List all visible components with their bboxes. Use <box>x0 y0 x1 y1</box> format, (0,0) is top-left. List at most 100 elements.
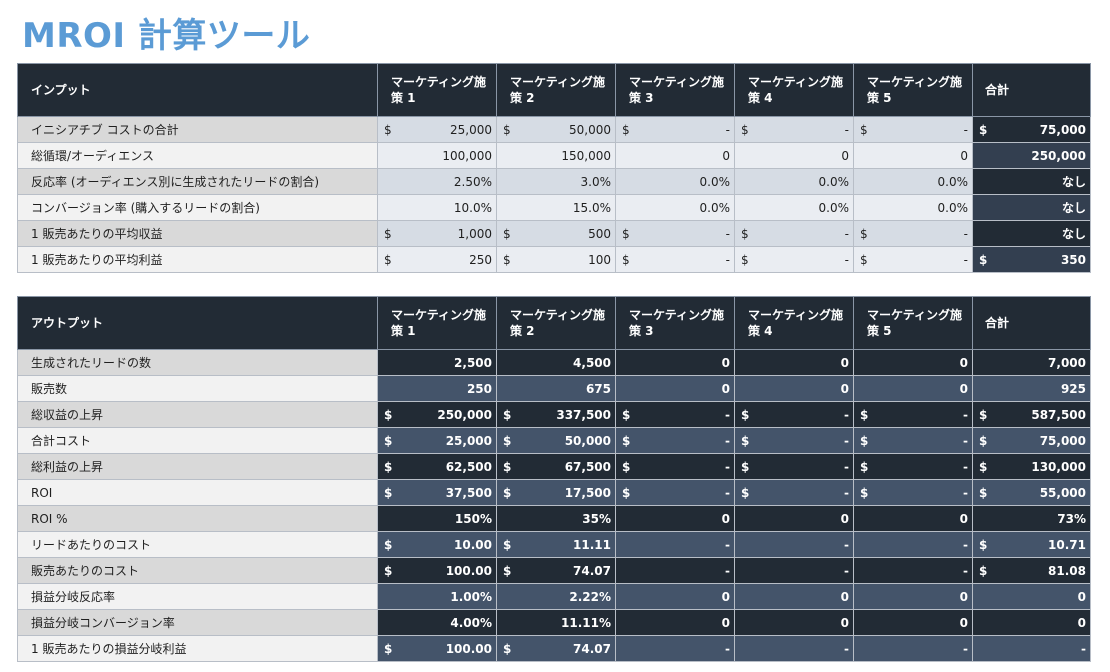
output-value-cell[interactable]: 675 <box>496 375 616 402</box>
output-value-cell[interactable]: - <box>853 557 973 584</box>
output-value-cell[interactable]: 0 <box>615 583 735 610</box>
input-value-cell[interactable]: 0 <box>734 142 854 169</box>
output-value-cell[interactable]: $ - <box>734 401 854 428</box>
output-row-label[interactable]: 総利益の上昇 <box>17 453 378 480</box>
output-value-cell[interactable]: - <box>734 531 854 558</box>
output-value-cell[interactable]: 4,500 <box>496 349 616 376</box>
output-value-cell[interactable]: 35% <box>496 505 616 532</box>
output-value-cell[interactable]: 0 <box>615 349 735 376</box>
input-row-label[interactable]: コンバージョン率 (購入するリードの割合) <box>17 194 378 221</box>
output-value-cell[interactable]: 0 <box>853 505 973 532</box>
output-value-cell[interactable]: $25,000 <box>377 427 497 454</box>
input-value-cell[interactable]: $ - <box>615 220 735 247</box>
input-value-cell[interactable]: 0.0% <box>615 194 735 221</box>
output-value-cell[interactable]: - <box>615 557 735 584</box>
output-value-cell[interactable]: $ - <box>734 479 854 506</box>
input-value-cell[interactable]: $ - <box>734 246 854 273</box>
output-value-cell[interactable]: 11.11% <box>496 609 616 636</box>
output-value-cell[interactable]: 0 <box>853 349 973 376</box>
input-value-cell[interactable]: 0.0% <box>615 168 735 195</box>
output-value-cell[interactable]: 4.00% <box>377 609 497 636</box>
output-value-cell[interactable]: $100.00 <box>377 635 497 662</box>
input-value-cell[interactable]: 100,000 <box>377 142 497 169</box>
output-row-label[interactable]: 総収益の上昇 <box>17 401 378 428</box>
input-value-cell[interactable]: 0.0% <box>853 168 973 195</box>
output-value-cell[interactable]: $17,500 <box>496 479 616 506</box>
output-total-cell[interactable]: 925 <box>972 375 1091 402</box>
input-row-label[interactable]: 反応率 (オーディエンス別に生成されたリードの割合) <box>17 168 378 195</box>
output-value-cell[interactable]: 0 <box>615 505 735 532</box>
output-value-cell[interactable]: - <box>853 531 973 558</box>
output-value-cell[interactable]: - <box>853 635 973 662</box>
input-value-cell[interactable]: 10.0% <box>377 194 497 221</box>
output-row-label[interactable]: 販売あたりのコスト <box>17 557 378 584</box>
output-header-measure-3[interactable]: マーケティング施策 3 <box>615 296 735 350</box>
output-value-cell[interactable]: $37,500 <box>377 479 497 506</box>
output-value-cell[interactable]: - <box>734 557 854 584</box>
output-value-cell[interactable]: 150% <box>377 505 497 532</box>
output-header-total[interactable]: 合計 <box>972 296 1091 350</box>
output-total-cell[interactable]: $10.71 <box>972 531 1091 558</box>
input-header-total[interactable]: 合計 <box>972 63 1091 117</box>
output-total-cell[interactable]: 0 <box>972 583 1091 610</box>
output-value-cell[interactable]: $ - <box>853 453 973 480</box>
output-value-cell[interactable]: $ - <box>615 479 735 506</box>
input-row-label[interactable]: イニシアチブ コストの合計 <box>17 116 378 143</box>
input-value-cell[interactable]: 0.0% <box>853 194 973 221</box>
output-row-label[interactable]: 1 販売あたりの損益分岐利益 <box>17 635 378 662</box>
input-total-cell[interactable]: $75,000 <box>972 116 1091 143</box>
output-value-cell[interactable]: $ - <box>853 401 973 428</box>
output-header-measure-4[interactable]: マーケティング施策 4 <box>734 296 854 350</box>
input-header-measure-3[interactable]: マーケティング施策 3 <box>615 63 735 117</box>
output-total-cell[interactable]: $75,000 <box>972 427 1091 454</box>
output-value-cell[interactable]: $74.07 <box>496 635 616 662</box>
output-value-cell[interactable]: 2,500 <box>377 349 497 376</box>
output-value-cell[interactable]: 0 <box>853 375 973 402</box>
input-value-cell[interactable]: 150,000 <box>496 142 616 169</box>
output-total-cell[interactable]: 7,000 <box>972 349 1091 376</box>
output-value-cell[interactable]: $62,500 <box>377 453 497 480</box>
input-total-cell[interactable]: なし <box>972 194 1091 221</box>
input-header-measure-4[interactable]: マーケティング施策 4 <box>734 63 854 117</box>
output-row-label[interactable]: リードあたりのコスト <box>17 531 378 558</box>
output-header-measure-5[interactable]: マーケティング施策 5 <box>853 296 973 350</box>
input-value-cell[interactable]: 0.0% <box>734 168 854 195</box>
input-total-cell[interactable]: $350 <box>972 246 1091 273</box>
output-value-cell[interactable]: 0 <box>734 583 854 610</box>
output-value-cell[interactable]: 0 <box>734 609 854 636</box>
output-row-label[interactable]: ROI % <box>17 505 378 532</box>
output-value-cell[interactable]: $ - <box>853 427 973 454</box>
input-value-cell[interactable]: 2.50% <box>377 168 497 195</box>
input-row-label[interactable]: 総循環/オーディエンス <box>17 142 378 169</box>
input-value-cell[interactable]: $ - <box>853 116 973 143</box>
output-header-measure-1[interactable]: マーケティング施策 1 <box>377 296 497 350</box>
output-value-cell[interactable]: 2.22% <box>496 583 616 610</box>
output-value-cell[interactable]: $ - <box>853 479 973 506</box>
output-value-cell[interactable]: 0 <box>615 375 735 402</box>
output-row-label[interactable]: 合計コスト <box>17 427 378 454</box>
input-header-label[interactable]: インプット <box>17 63 378 117</box>
output-value-cell[interactable]: 0 <box>734 349 854 376</box>
output-value-cell[interactable]: - <box>615 635 735 662</box>
output-row-label[interactable]: ROI <box>17 479 378 506</box>
input-total-cell[interactable]: 250,000 <box>972 142 1091 169</box>
output-value-cell[interactable]: - <box>734 635 854 662</box>
input-value-cell[interactable]: $1,000 <box>377 220 497 247</box>
output-value-cell[interactable]: $ - <box>615 427 735 454</box>
output-total-cell[interactable]: 73% <box>972 505 1091 532</box>
output-total-cell[interactable]: - <box>972 635 1091 662</box>
output-value-cell[interactable]: - <box>615 531 735 558</box>
output-row-label[interactable]: 販売数 <box>17 375 378 402</box>
output-row-label[interactable]: 生成されたリードの数 <box>17 349 378 376</box>
output-value-cell[interactable]: 250 <box>377 375 497 402</box>
output-value-cell[interactable]: 0 <box>734 505 854 532</box>
input-total-cell[interactable]: なし <box>972 220 1091 247</box>
output-header-measure-2[interactable]: マーケティング施策 2 <box>496 296 616 350</box>
output-value-cell[interactable]: 0 <box>853 609 973 636</box>
input-value-cell[interactable]: $250 <box>377 246 497 273</box>
output-value-cell[interactable]: $ - <box>734 453 854 480</box>
input-value-cell[interactable]: $ - <box>734 116 854 143</box>
output-value-cell[interactable]: $337,500 <box>496 401 616 428</box>
output-value-cell[interactable]: $67,500 <box>496 453 616 480</box>
output-value-cell[interactable]: $10.00 <box>377 531 497 558</box>
